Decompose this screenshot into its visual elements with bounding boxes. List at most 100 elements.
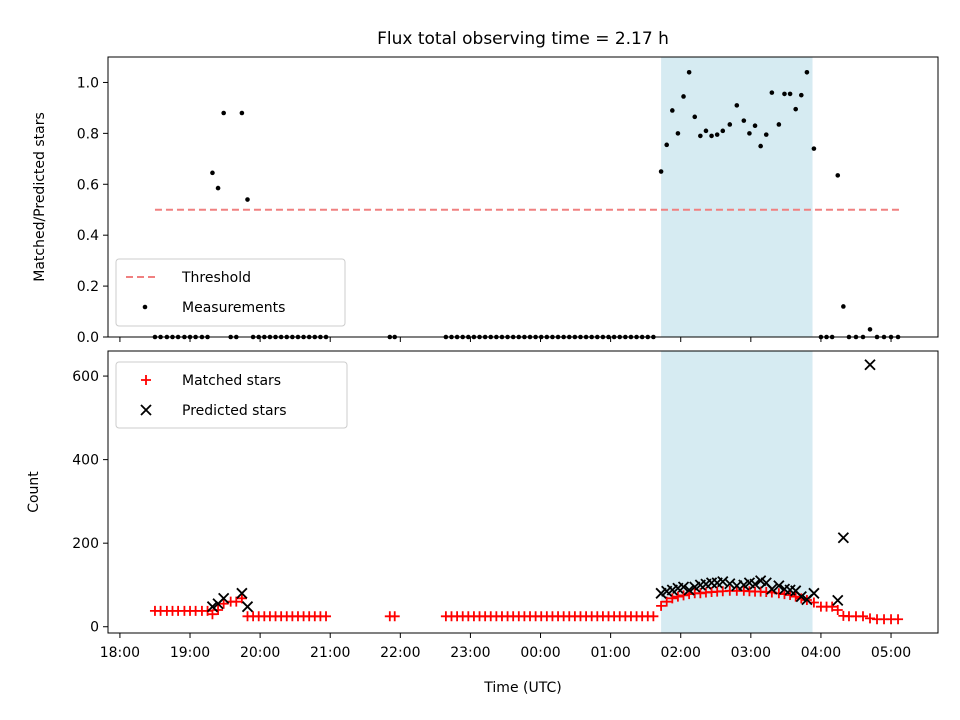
- top-observing-window-shade: [661, 57, 813, 337]
- top-y-tick-label: 0.4: [77, 228, 99, 244]
- legend-measurements-label: Measurements: [182, 300, 285, 316]
- measurement-point: [741, 118, 747, 123]
- top-legend: Threshold Measurements: [115, 258, 346, 327]
- matched-stars-points: [149, 585, 904, 625]
- bottom-axes: 0 200 400 600 18:00 19:00 20:00 21:00 22:00 23:00…: [72, 369, 911, 661]
- matched-star-point: [231, 596, 242, 607]
- top-axes-frame: [107, 56, 939, 338]
- measurement-point: [686, 69, 692, 75]
- predicted-stars-points: [206, 359, 876, 613]
- chart-title: Flux total observing time = 2.17 h: [377, 29, 669, 49]
- legend-threshold-label: Threshold: [181, 270, 251, 286]
- x-tick-label: 05:00: [871, 645, 911, 661]
- bottom-axes-frame: [107, 350, 939, 634]
- top-y-tick-label: 0.6: [77, 177, 99, 193]
- bottom-y-tick-label: 400: [72, 453, 99, 469]
- measurement-point: [221, 110, 226, 116]
- matched-star-point: [321, 611, 332, 622]
- matched-star-point: [218, 598, 229, 609]
- top-legend-box: [115, 258, 346, 327]
- x-tick-label: 21:00: [310, 645, 350, 661]
- measurement-point: [727, 122, 733, 127]
- top-y-tick-label: 0.0: [77, 330, 99, 346]
- matched-star-point: [857, 611, 868, 622]
- measurement-point: [215, 185, 221, 191]
- measurement-point: [758, 143, 763, 149]
- predicted-star-point: [837, 532, 849, 544]
- top-axes: 0.0 0.2 0.4 0.6 0.8 1.0: [77, 75, 892, 346]
- measurement-point: [698, 133, 703, 139]
- bottom-panel: 0 200 400 600 18:00 19:00 20:00 21:00 22:00 23:00…: [26, 350, 939, 696]
- matched-star-point: [678, 590, 689, 601]
- measurement-point: [664, 142, 670, 148]
- matched-star-point: [236, 593, 247, 604]
- predicted-star-point: [773, 580, 785, 592]
- x-tick-label: 02:00: [661, 645, 701, 661]
- measurement-point: [835, 173, 841, 178]
- matched-star-point: [790, 591, 801, 602]
- x-tick-label: 23:00: [450, 645, 490, 661]
- measurement-point: [245, 197, 250, 202]
- predicted-star-point: [218, 592, 230, 604]
- predicted-star-point: [717, 575, 729, 588]
- x-tick-label: 01:00: [590, 645, 630, 661]
- measurement-point: [787, 91, 793, 97]
- measurement-point: [747, 131, 752, 136]
- predicted-star-point: [808, 587, 820, 599]
- predicted-star-point: [766, 583, 778, 595]
- measurement-point: [670, 108, 675, 113]
- measurement-point: [734, 103, 740, 108]
- x-tick-label: 19:00: [170, 645, 210, 661]
- matched-star-point: [656, 600, 667, 611]
- predicted-star-point: [206, 601, 219, 613]
- bottom-legend-box: [115, 361, 348, 429]
- measurement-point: [867, 327, 873, 332]
- x-tick-label: 20:00: [240, 645, 280, 661]
- x-tick-label: 18:00: [100, 645, 140, 661]
- legend-predicted-label: Predicted stars: [182, 403, 287, 419]
- top-panel: 0.0 0.2 0.4 0.6 0.8 1.0 Flux total observing …: [32, 29, 939, 346]
- measurement-point: [841, 304, 846, 309]
- predicted-star-point: [864, 359, 876, 371]
- predicted-star-point: [795, 591, 807, 603]
- measurement-point: [782, 91, 787, 97]
- legend-predicted-swatch: [140, 404, 152, 416]
- measurement-point: [709, 133, 714, 139]
- bottom-y-tick-label: 200: [72, 536, 99, 552]
- bottom-y-axis-label: Count: [26, 471, 42, 513]
- matched-star-point: [893, 614, 904, 625]
- matched-star-point: [389, 611, 400, 622]
- matched-star-point: [672, 591, 683, 602]
- top-y-tick-label: 1.0: [77, 75, 99, 91]
- bottom-y-tick-label: 600: [72, 369, 99, 385]
- legend-matched-swatch: [141, 375, 151, 385]
- x-tick-label: 00:00: [520, 645, 560, 661]
- matched-star-point: [832, 605, 843, 616]
- matched-star-point: [207, 609, 218, 620]
- measurement-point: [763, 132, 769, 137]
- legend-matched-label: Matched stars: [182, 373, 281, 389]
- measurement-point: [714, 132, 720, 137]
- matched-star-point: [827, 601, 838, 612]
- measurement-point: [692, 114, 698, 120]
- measurement-point: [799, 92, 804, 98]
- legend-measurements-swatch: [142, 304, 148, 310]
- bottom-y-tick-label: 0: [90, 620, 99, 636]
- measurement-point: [811, 146, 817, 151]
- x-tick-label: 22:00: [380, 645, 420, 661]
- measurement-point: [752, 123, 758, 129]
- top-y-axis-label: Matched/Predicted stars: [32, 112, 48, 282]
- measurement-point: [804, 69, 810, 75]
- predicted-star-point: [677, 581, 690, 593]
- measurement-point: [703, 128, 709, 134]
- matched-star-point: [648, 611, 659, 622]
- top-y-tick-label: 0.8: [77, 126, 99, 142]
- predicted-star-point: [236, 587, 248, 599]
- x-axis-label: Time (UTC): [483, 680, 561, 696]
- measurement-point: [210, 170, 215, 176]
- measurement-points: [152, 69, 901, 340]
- x-tick-label: 04:00: [801, 645, 841, 661]
- measurement-point: [675, 131, 681, 136]
- predicted-star-point: [832, 594, 844, 607]
